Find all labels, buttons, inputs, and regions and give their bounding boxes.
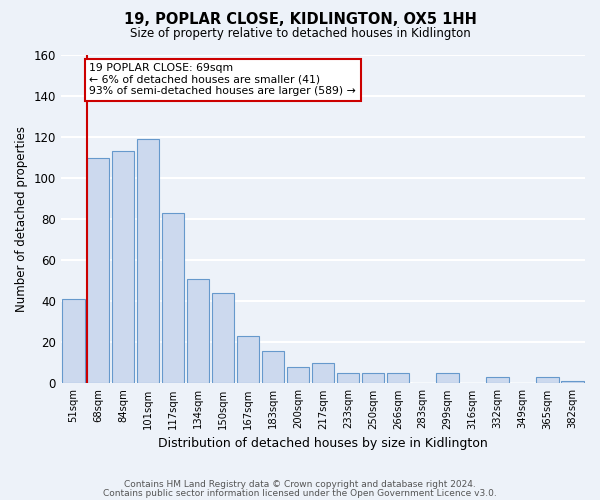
X-axis label: Distribution of detached houses by size in Kidlington: Distribution of detached houses by size …: [158, 437, 488, 450]
Bar: [337, 373, 359, 384]
Bar: [287, 367, 309, 384]
Bar: [536, 378, 559, 384]
Bar: [112, 152, 134, 384]
Text: Size of property relative to detached houses in Kidlington: Size of property relative to detached ho…: [130, 28, 470, 40]
Bar: [237, 336, 259, 384]
Bar: [386, 373, 409, 384]
Bar: [436, 373, 459, 384]
Bar: [561, 382, 584, 384]
Text: Contains HM Land Registry data © Crown copyright and database right 2024.: Contains HM Land Registry data © Crown c…: [124, 480, 476, 489]
Bar: [162, 213, 184, 384]
Bar: [187, 278, 209, 384]
Text: 19, POPLAR CLOSE, KIDLINGTON, OX5 1HH: 19, POPLAR CLOSE, KIDLINGTON, OX5 1HH: [124, 12, 476, 28]
Bar: [212, 293, 234, 384]
Bar: [362, 373, 384, 384]
Y-axis label: Number of detached properties: Number of detached properties: [15, 126, 28, 312]
Text: Contains public sector information licensed under the Open Government Licence v3: Contains public sector information licen…: [103, 488, 497, 498]
Bar: [62, 300, 85, 384]
Bar: [137, 139, 160, 384]
Bar: [87, 158, 109, 384]
Bar: [487, 378, 509, 384]
Bar: [262, 350, 284, 384]
Text: 19 POPLAR CLOSE: 69sqm
← 6% of detached houses are smaller (41)
93% of semi-deta: 19 POPLAR CLOSE: 69sqm ← 6% of detached …: [89, 63, 356, 96]
Bar: [311, 363, 334, 384]
